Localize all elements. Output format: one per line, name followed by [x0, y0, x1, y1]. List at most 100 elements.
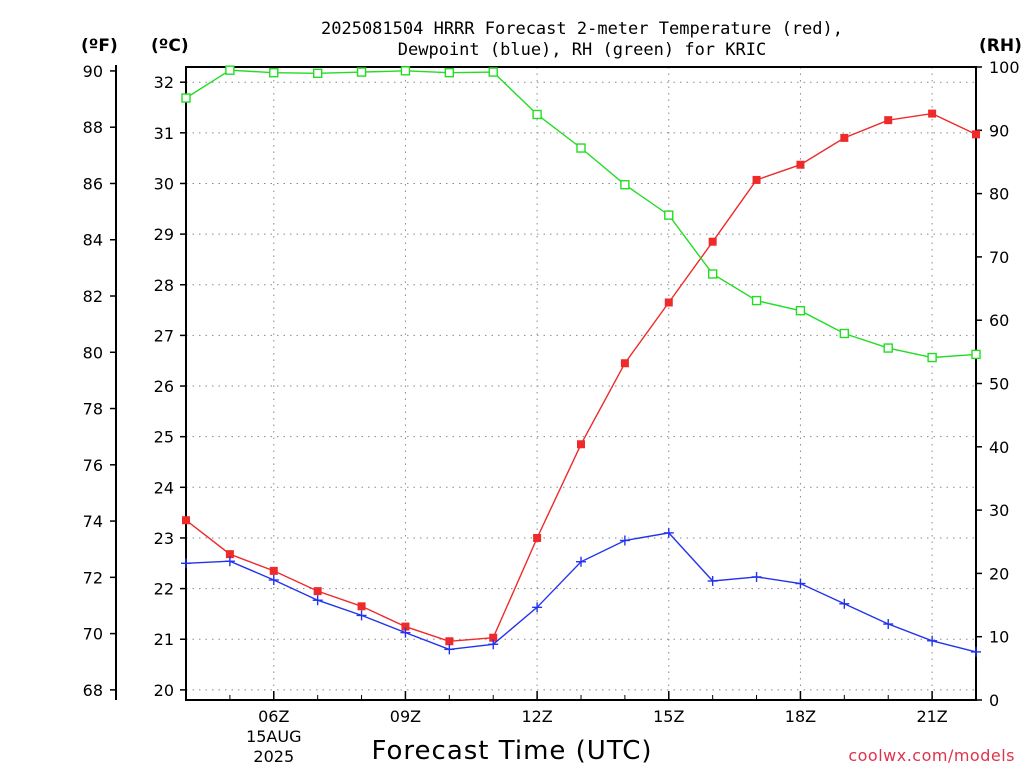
x-tick-label: 09Z: [390, 707, 421, 726]
rh-tick-label: 100: [989, 58, 1020, 77]
rh-line: [185, 69, 977, 359]
rh-point: [839, 328, 850, 339]
dewpoint-point: [312, 595, 323, 606]
rh-tick-label: 90: [989, 121, 1009, 140]
rh-point: [444, 67, 455, 78]
rh-point: [795, 306, 806, 316]
celsius-tick-label: 25: [154, 428, 174, 447]
fahrenheit-unit-label: (ºF): [81, 36, 118, 56]
dewpoint-point: [751, 571, 762, 582]
dewpoint-point: [839, 598, 850, 609]
rh-point: [751, 295, 762, 306]
chart-title-line-2: Dewpoint (blue), RH (green) for KRIC: [398, 40, 766, 60]
rh-point: [181, 93, 191, 103]
temperature-point: [533, 533, 542, 542]
temperature-point: [489, 633, 498, 642]
celsius-tick-label: 20: [154, 681, 174, 700]
celsius-tick-label: 24: [154, 478, 174, 497]
series-rh: [181, 65, 981, 363]
rh-point: [269, 67, 279, 78]
fahrenheit-tick-label: 80: [83, 343, 103, 362]
dewpoint-point: [971, 646, 981, 657]
fahrenheit-tick-label: 74: [83, 512, 103, 531]
rh-point: [927, 352, 937, 363]
dewpoint-point: [400, 627, 411, 638]
rh-point: [356, 67, 367, 77]
fahrenheit-tick-label: 78: [83, 400, 103, 419]
fahrenheit-tick-label: 84: [83, 231, 103, 250]
celsius-tick-label: 23: [154, 529, 174, 548]
dewpoint-point: [576, 556, 586, 567]
date-label-day: 15AUG: [246, 727, 301, 746]
series-dewpoint: [181, 527, 981, 657]
celsius-tick-label: 26: [154, 377, 174, 396]
credit-text: coolwx.com/models: [848, 746, 1015, 765]
x-tick-label: 12Z: [521, 707, 552, 726]
dewpoint-point: [444, 644, 455, 655]
series-temperature: [182, 109, 980, 646]
rh-point: [883, 343, 893, 353]
temperature-point: [182, 516, 190, 525]
temperature-point: [401, 622, 410, 631]
celsius-tick-label: 30: [154, 174, 174, 193]
temperature-point: [577, 440, 585, 449]
celsius-tick-label: 31: [154, 124, 174, 143]
temperature-point: [664, 298, 673, 307]
temperature-point: [796, 160, 805, 169]
rh-point: [707, 269, 718, 279]
rh-point: [225, 65, 235, 75]
dewpoint-point: [795, 578, 806, 589]
plot-frame: [185, 66, 977, 701]
rh-tick-label: 0: [989, 691, 999, 710]
celsius-tick-label: 27: [154, 326, 174, 345]
celsius-tick-label: 22: [154, 580, 174, 599]
celsius-unit-label: (ºC): [151, 36, 189, 56]
rh-point: [620, 180, 630, 190]
dewpoint-line: [185, 532, 977, 653]
rh-point: [664, 210, 674, 220]
fahrenheit-tick-label: 88: [83, 118, 103, 137]
x-axis-label: Forecast Time (UTC): [371, 736, 652, 766]
rh-tick-label: 60: [989, 311, 1009, 330]
temperature-point: [269, 566, 278, 575]
rh-point: [400, 66, 411, 76]
fahrenheit-tick-label: 68: [83, 681, 103, 700]
data-series: [181, 65, 981, 657]
temperature-point: [884, 116, 893, 125]
dewpoint-point: [268, 574, 279, 585]
celsius-tick-label: 29: [154, 225, 174, 244]
dewpoint-point: [181, 558, 191, 569]
dewpoint-point: [619, 535, 630, 546]
rh-tick-label: 30: [989, 501, 1009, 520]
rh-tick-label: 80: [989, 185, 1009, 204]
temperature-point: [840, 133, 849, 142]
rh-point: [532, 109, 542, 120]
temperature-point: [928, 109, 937, 118]
celsius-tick-label: 28: [154, 276, 174, 295]
temperature-point: [357, 602, 366, 611]
rh-unit-label: (RH): [979, 36, 1022, 56]
x-tick-label: 06Z: [258, 707, 289, 726]
temperature-point: [225, 550, 234, 559]
temperature-point: [972, 130, 980, 139]
dewpoint-point: [663, 527, 674, 538]
date-label-year: 2025: [253, 747, 294, 766]
rh-point: [488, 67, 498, 77]
dewpoint-point: [532, 602, 543, 613]
dewpoint-point: [356, 610, 367, 621]
fahrenheit-tick-label: 86: [83, 174, 103, 193]
axes: 68 70 72 74 76 78 80 82 84 86 88 90 20 21 22 23 24 25 26 27…: [83, 58, 1020, 710]
rh-point: [312, 68, 323, 79]
chart-title-line-1: 2025081504 HRRR Forecast 2-meter Tempera…: [321, 19, 843, 39]
fahrenheit-tick-label: 76: [83, 456, 103, 475]
rh-tick-label: 50: [989, 375, 1009, 394]
rh-point: [576, 143, 586, 153]
temperature-point: [708, 237, 717, 246]
fahrenheit-tick-label: 72: [83, 568, 103, 587]
temperature-point: [445, 637, 454, 646]
celsius-tick-label: 32: [154, 73, 174, 92]
fahrenheit-tick-label: 70: [83, 625, 103, 644]
temperature-point: [313, 587, 322, 596]
temperature-point: [752, 175, 761, 184]
